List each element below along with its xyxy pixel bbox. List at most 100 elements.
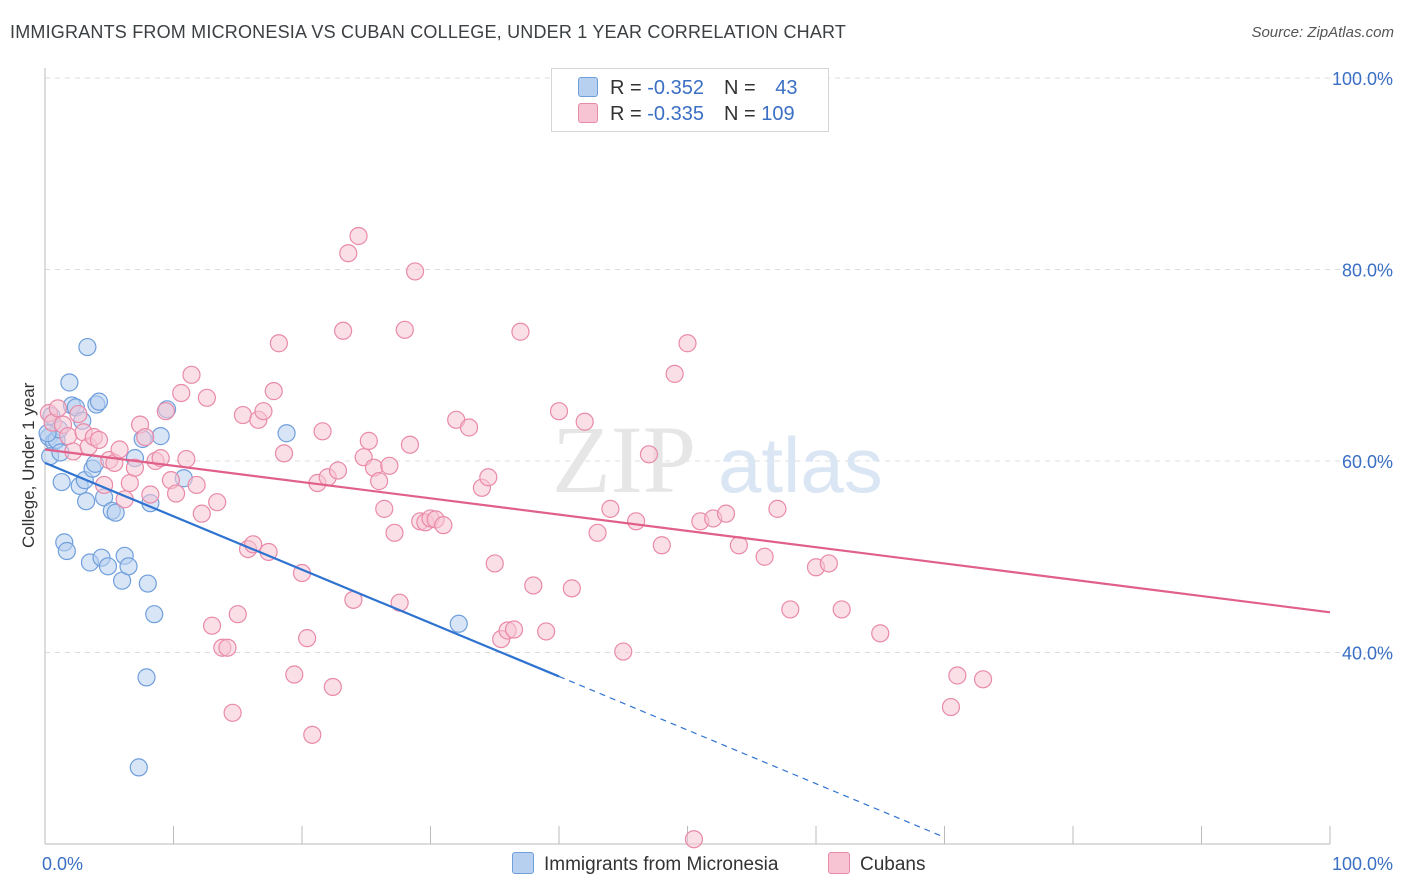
cuban-point: [405, 262, 425, 281]
micronesia-point: [145, 605, 164, 624]
y-tick-label: 80.0%: [1342, 261, 1393, 281]
cuban-point: [370, 472, 389, 491]
micronesia-point: [60, 373, 79, 392]
micronesia-point: [151, 427, 170, 446]
cuban-point: [339, 244, 358, 263]
micronesia-point: [449, 614, 468, 633]
cubans-legend-label: Cubans: [860, 854, 926, 875]
cuban-point: [575, 412, 594, 431]
micronesia-point: [137, 668, 156, 687]
data-points: [38, 226, 993, 849]
cuban-point: [755, 547, 774, 566]
n-label: N =: [723, 103, 762, 125]
cubans-swatch: [578, 103, 598, 123]
micronesia-point: [78, 337, 97, 357]
cuban-point: [218, 638, 237, 657]
cuban-point: [285, 665, 304, 684]
cuban-point: [177, 449, 196, 469]
legend-row-cubans: R = -0.335 N = 109: [578, 103, 795, 127]
cuban-point: [359, 431, 378, 450]
r-value: -0.352: [647, 77, 704, 99]
cuban-point: [182, 365, 201, 384]
cuban-point: [110, 440, 129, 459]
cuban-point: [69, 404, 88, 424]
cuban-point: [120, 473, 139, 493]
cuban-point: [156, 402, 175, 421]
cuban-point: [819, 554, 838, 573]
cuban-point: [941, 697, 961, 717]
micronesia-point: [77, 492, 96, 511]
micronesia-swatch: [578, 77, 598, 97]
cuban-point: [626, 512, 646, 531]
cuban-point: [197, 388, 217, 407]
cuban-point: [665, 364, 684, 383]
cuban-point: [298, 629, 317, 648]
cuban-point: [459, 418, 479, 437]
cuban-point: [614, 642, 633, 661]
cuban-point: [59, 427, 78, 446]
r-label: R =: [610, 77, 648, 99]
cuban-point: [871, 624, 890, 643]
cuban-point: [549, 402, 569, 421]
cuban-point: [400, 435, 420, 454]
micronesia-trend-extension: [558, 675, 945, 838]
micronesia-point: [98, 557, 118, 576]
x-tick-label-min: 0.0%: [42, 854, 83, 874]
cuban-point: [89, 430, 109, 450]
cuban-point: [125, 458, 145, 477]
cuban-point: [832, 600, 851, 619]
micronesia-trend-line: [44, 461, 560, 678]
cuban-point: [313, 422, 332, 441]
y-axis-label: College, Under 1 year: [19, 382, 38, 548]
cuban-point: [385, 523, 404, 542]
cuban-point: [948, 666, 967, 685]
cuban-point: [166, 484, 186, 503]
cuban-point: [511, 322, 530, 341]
cuban-point: [48, 399, 67, 418]
cuban-point: [485, 554, 504, 573]
y-tick-label: 100.0%: [1332, 69, 1393, 89]
cuban-point: [652, 536, 671, 555]
y-tick-label: 40.0%: [1342, 644, 1393, 664]
cuban-point: [504, 620, 524, 639]
cuban-point: [202, 616, 222, 635]
cuban-point: [269, 334, 288, 353]
cuban-point: [254, 402, 273, 421]
cubans-legend-swatch: [828, 852, 850, 874]
cuban-point: [562, 579, 581, 598]
n-value: 109: [761, 103, 795, 125]
cuban-point: [395, 320, 414, 339]
cuban-point: [228, 605, 247, 624]
r-label: R =: [610, 103, 648, 125]
cuban-point: [973, 670, 993, 689]
cuban-point: [151, 449, 170, 468]
micronesia-point: [106, 503, 125, 522]
grid: [45, 77, 1392, 653]
cuban-point: [208, 493, 227, 512]
cuban-point: [434, 516, 453, 535]
cuban-point: [537, 622, 556, 641]
cuban-point: [375, 499, 394, 518]
legend-item-cubans: Cubans: [828, 852, 926, 876]
cuban-point: [601, 499, 620, 518]
cuban-point: [136, 427, 155, 447]
micronesia-point: [52, 472, 71, 492]
cuban-point: [187, 475, 206, 495]
cuban-point: [328, 461, 348, 480]
cuban-point: [729, 536, 749, 555]
cuban-point: [588, 523, 607, 542]
micronesia-legend-swatch: [512, 852, 534, 874]
micronesia-point: [119, 557, 138, 576]
correlation-legend: R = -0.352 N = 43 R = -0.335 N = 109: [551, 68, 829, 132]
cuban-point: [781, 600, 800, 619]
cuban-point: [349, 226, 368, 246]
micronesia-legend-label: Immigrants from Micronesia: [544, 854, 779, 875]
watermark-atlas: atlas: [718, 421, 883, 509]
cuban-point: [334, 321, 353, 340]
legend-row-micronesia: R = -0.352 N = 43: [578, 77, 797, 101]
n-value: 43: [775, 77, 798, 99]
source-label: Source: ZipAtlas.com: [1251, 24, 1394, 41]
watermark-zip: ZIP: [552, 406, 696, 513]
chart-title: IMMIGRANTS FROM MICRONESIA VS CUBAN COLL…: [10, 22, 847, 42]
